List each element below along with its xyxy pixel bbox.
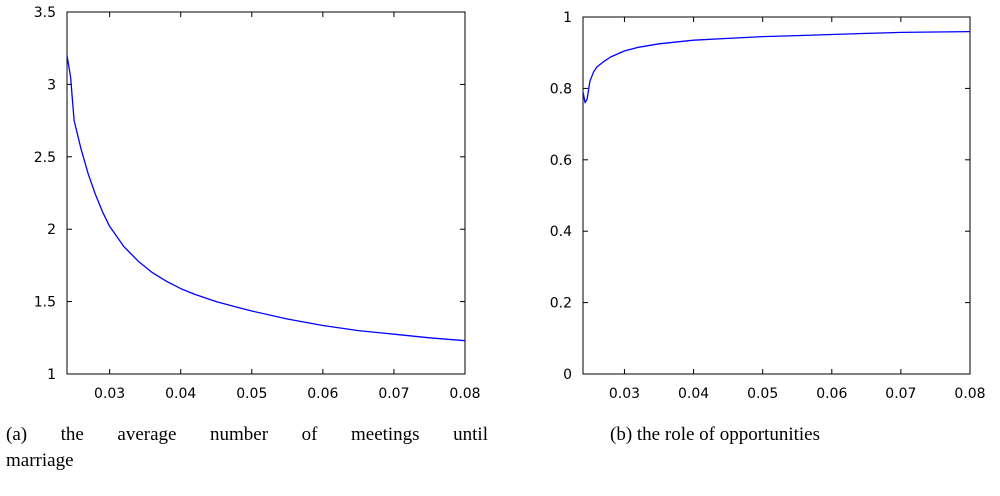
y-tick-label-b: 0.2 xyxy=(550,296,572,312)
x-tick-label-a: 0.03 xyxy=(94,386,125,402)
x-tick-label-b: 0.05 xyxy=(747,386,778,402)
x-tick-label-b: 0.03 xyxy=(609,386,640,402)
caption-a-line-2: marriage xyxy=(6,450,74,471)
caption-b-text: (b) the role of opportunities xyxy=(610,424,821,445)
y-tick-label-a: 2.5 xyxy=(34,150,56,166)
caption-a-word: meetings xyxy=(350,424,420,445)
y-tick-label-a: 1 xyxy=(47,367,56,383)
y-tick-label-b: 1 xyxy=(563,10,572,26)
x-tick-label-b: 0.06 xyxy=(816,386,847,402)
caption-a-word: the xyxy=(60,424,84,445)
x-tick-label-a: 0.04 xyxy=(165,386,196,402)
caption-a-word: (a) xyxy=(6,424,28,445)
caption-a-line-1: (a) the average number of meetings until xyxy=(6,422,488,448)
y-tick-label-a: 3 xyxy=(47,77,56,93)
caption-a-word: average xyxy=(117,424,177,445)
x-tick-label-a: 0.07 xyxy=(378,386,409,402)
plot-area-a xyxy=(66,11,466,375)
caption-a-word: of xyxy=(301,424,318,445)
caption-b: (b) the role of opportunities xyxy=(610,422,970,448)
y-tick-label-b: 0.4 xyxy=(550,224,572,240)
chart-b: 0.03 0.04 0.05 0.06 0.07 0.08 0 0.2 0.4 0.6 0.8 1 xyxy=(550,10,986,402)
y-tick-label-a: 3.5 xyxy=(34,5,56,21)
series-line-b xyxy=(582,30,971,104)
y-tick-label-a: 2 xyxy=(47,222,56,238)
caption-a: (a) the average number of meetings until marri… xyxy=(6,422,506,474)
caption-a-word: until xyxy=(453,424,488,445)
x-tick-label-b: 0.08 xyxy=(954,386,985,402)
x-tick-label-b: 0.07 xyxy=(885,386,916,402)
plot-area-b xyxy=(582,16,971,375)
caption-a-word: number xyxy=(210,424,269,445)
figure-canvas: 0.03 0.04 0.05 0.06 0.07 0.08 1 1.5 2 2.5 3 3.5 0.0… xyxy=(34,5,986,402)
x-tick-label-b: 0.04 xyxy=(678,386,709,402)
y-tick-label-b: 0.8 xyxy=(550,81,572,97)
x-tick-label-a: 0.06 xyxy=(307,386,338,402)
chart-a: 0.03 0.04 0.05 0.06 0.07 0.08 1 1.5 2 2.5 3 3.5 xyxy=(34,5,481,402)
series-line-a xyxy=(66,55,466,342)
y-tick-label-a: 1.5 xyxy=(34,295,56,311)
y-tick-label-b: 0.6 xyxy=(550,153,572,169)
x-tick-label-a: 0.08 xyxy=(449,386,480,402)
y-tick-label-b: 0 xyxy=(563,367,572,383)
x-tick-label-a: 0.05 xyxy=(236,386,267,402)
